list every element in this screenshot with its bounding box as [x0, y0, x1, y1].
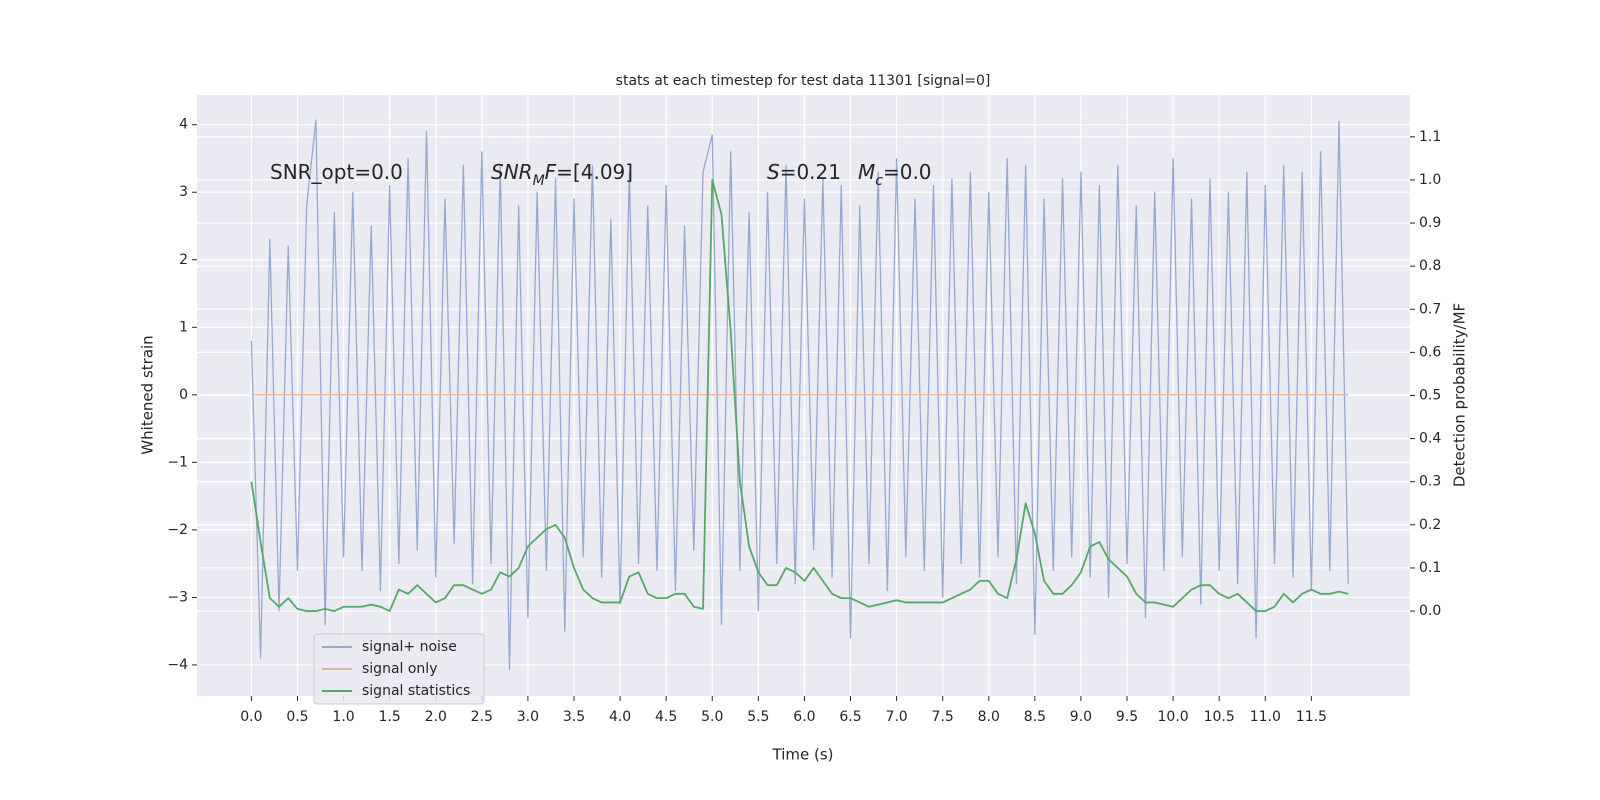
legend-label: signal only: [362, 661, 437, 677]
y-tick-label: 1: [179, 319, 188, 335]
y2-tick-label: 0.3: [1419, 474, 1441, 490]
legend-box: [313, 633, 485, 705]
annotation-part: =0.21: [780, 160, 841, 184]
y2-tick-label: 0.6: [1419, 344, 1441, 360]
x-tick-label: 6.0: [793, 709, 815, 725]
x-tick-label: 9.0: [1070, 709, 1092, 725]
y2-tick-label: 0.2: [1419, 517, 1441, 533]
x-tick-label: 3.0: [517, 709, 539, 725]
x-tick-label: 9.5: [1116, 709, 1138, 725]
series-line: [250, 119, 1349, 671]
x-tick-label: 10.5: [1204, 709, 1235, 725]
x-tick-label: 0.5: [286, 709, 308, 725]
x-tick-label: 0.0: [240, 709, 262, 725]
x-tick-label: 7.5: [932, 709, 954, 725]
x-tick-label: 7.0: [885, 709, 907, 725]
x-tick-label: 8.5: [1024, 709, 1046, 725]
y2-tick-label: 1.1: [1419, 129, 1441, 145]
x-tick-label: 11.5: [1296, 709, 1327, 725]
chart-title: stats at each timestep for test data 113…: [616, 73, 991, 89]
x-tick-label: 6.5: [839, 709, 861, 725]
y2-axis-label: Detection probability/MF: [1451, 303, 1469, 487]
annotation-part: M: [858, 160, 875, 184]
annotation-part: SNR_opt=0.0: [270, 160, 403, 184]
y-tick-label: 4: [179, 117, 188, 133]
annotation: Mc=0.0: [858, 160, 932, 190]
x-axis-label: Time (s): [772, 746, 834, 764]
annotation: SNR_opt=0.0: [270, 160, 403, 184]
y2-tick-label: 0.8: [1419, 258, 1441, 274]
x-tick-label: 10.0: [1158, 709, 1189, 725]
x-tick-label: 11.0: [1250, 709, 1281, 725]
legend-label: signal statistics: [362, 683, 470, 699]
y2-tick-label: 0.9: [1419, 215, 1441, 231]
annotation-part: SNR: [491, 160, 533, 184]
y2-tick-label: 1.0: [1419, 172, 1441, 188]
legend-label: signal+ noise: [362, 639, 457, 655]
y-axis-label: Whitened strain: [139, 335, 157, 454]
y2-tick-label: 0.1: [1419, 560, 1441, 576]
annotation-part: c: [875, 173, 883, 189]
series-line: [250, 179, 1349, 612]
y-tick-label: −3: [167, 589, 188, 605]
annotation-part: M: [533, 173, 545, 189]
annotation-part: =[4.09]: [556, 160, 633, 184]
y2-tick-label: 0.5: [1419, 388, 1441, 404]
annotation: S=0.21: [767, 160, 841, 184]
annotation-part: F: [545, 160, 557, 184]
y-tick-label: 0: [179, 387, 188, 403]
y-tick-label: −4: [167, 657, 188, 673]
x-tick-label: 4.5: [655, 709, 677, 725]
annotation-part: S: [767, 160, 780, 184]
annotation: SNRMF=[4.09]: [491, 160, 633, 190]
x-tick-label: 5.0: [701, 709, 723, 725]
y2-tick-label: 0.4: [1419, 431, 1441, 447]
y2-tick-label: 0.7: [1419, 301, 1441, 317]
x-tick-label: 1.0: [332, 709, 354, 725]
annotation-part: =0.0: [883, 160, 932, 184]
y-tick-label: −2: [167, 522, 188, 538]
x-tick-label: 2.0: [425, 709, 447, 725]
y-tick-label: 2: [179, 252, 188, 268]
y-tick-label: 3: [179, 184, 188, 200]
y-tick-label: −1: [167, 454, 188, 470]
x-tick-label: 1.5: [379, 709, 401, 725]
x-tick-label: 2.5: [471, 709, 493, 725]
x-tick-label: 3.5: [563, 709, 585, 725]
y2-tick-label: 0.0: [1419, 603, 1441, 619]
x-tick-label: 5.5: [747, 709, 769, 725]
x-tick-label: 8.0: [978, 709, 1000, 725]
x-tick-label: 4.0: [609, 709, 631, 725]
